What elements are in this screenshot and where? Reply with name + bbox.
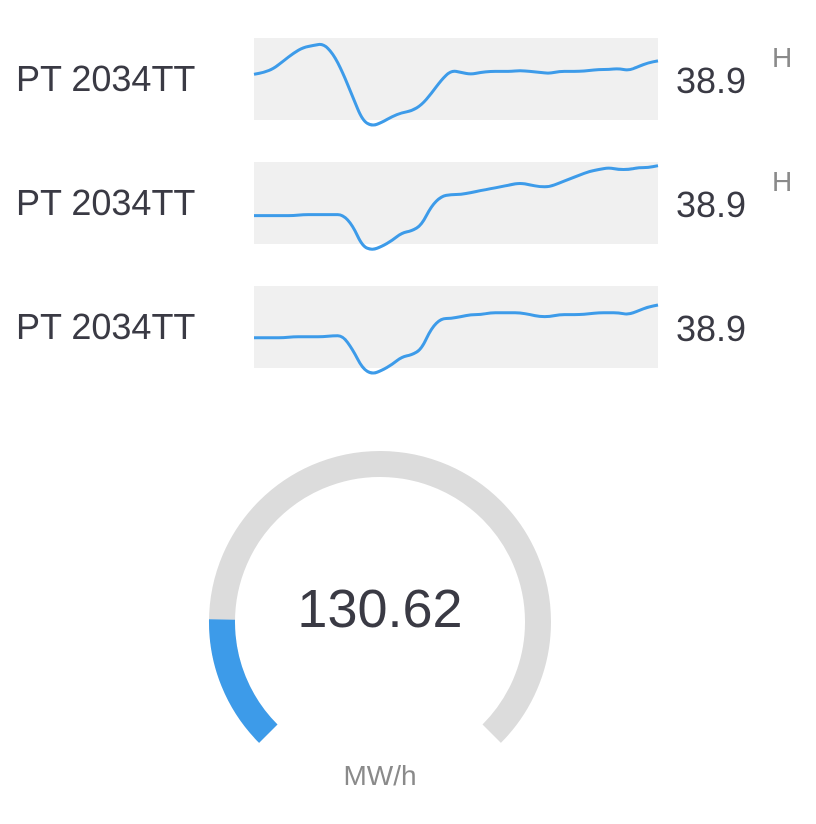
trend-label: PT 2034TT [16,182,196,223]
trend-label: PT 2034TT [16,306,196,347]
gauge [208,450,551,743]
trend-value: 38.9 [676,60,747,101]
gauge-value: 130.62 [297,579,463,639]
sparkline-trace [253,42,659,127]
sparkline-trace [253,164,659,251]
sparkline [253,162,659,251]
gauge-unit: MW/h [343,760,417,791]
trend-label: PT 2034TT [16,58,196,99]
trend-value: 38.9 [676,308,747,349]
gauge-fill [208,619,278,743]
high-alarm-flag: H [772,166,793,197]
trend-value: 38.9 [676,184,747,225]
trend-row: PT 2034TT 38.9 H [0,162,816,251]
high-alarm-flag: H [772,42,793,73]
sparkline-background [254,286,658,368]
trend-row: PT 2034TT 38.9 H [0,38,816,127]
sparkline [253,286,659,375]
trend-row: PT 2034TT 38.9 [0,286,816,375]
sparkline-background [254,38,658,120]
sparkline [253,38,659,127]
sparkline-trace [253,303,659,375]
sparkline-background [254,162,658,244]
